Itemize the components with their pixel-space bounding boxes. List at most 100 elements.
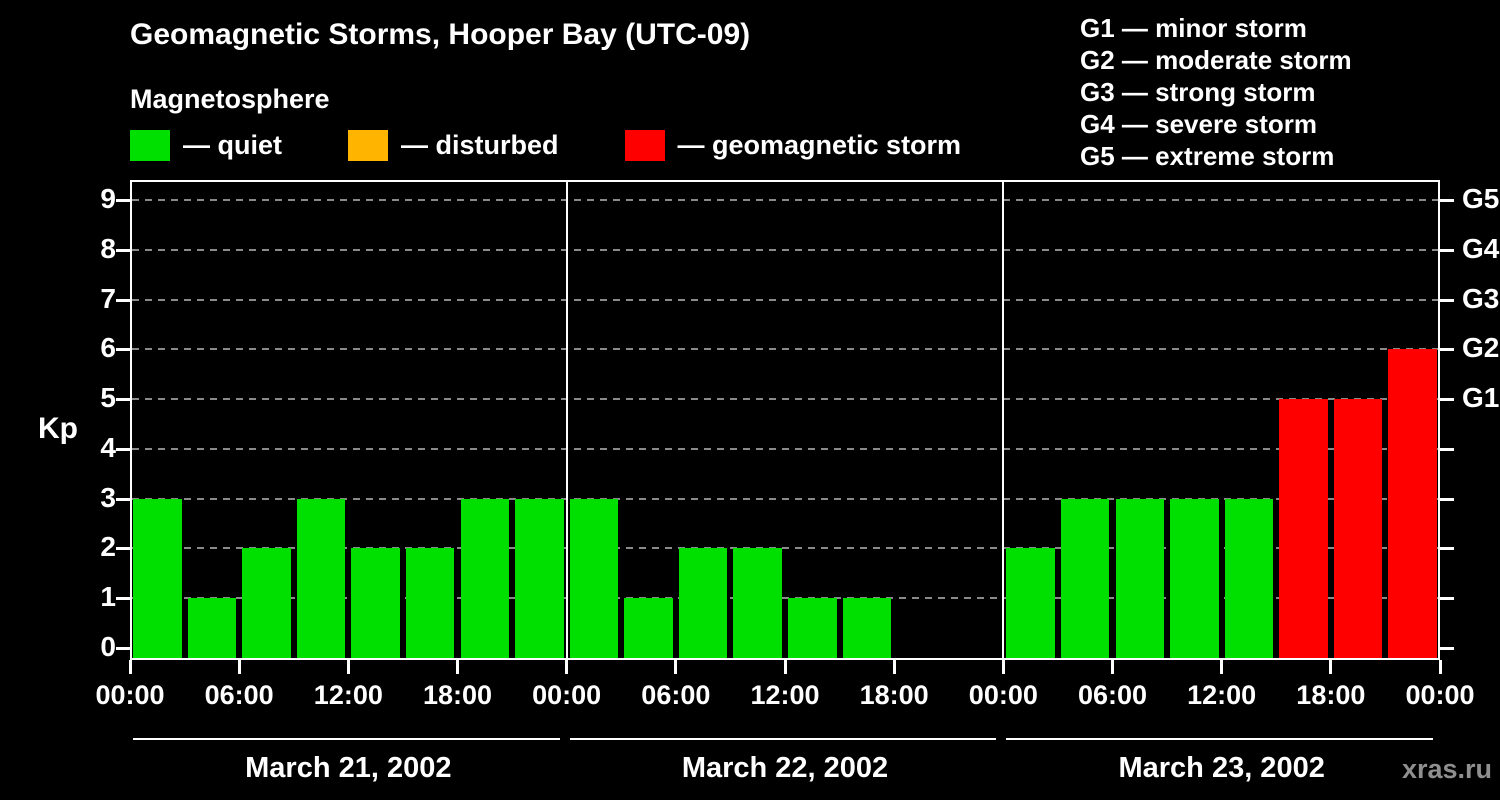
y-tick-label: 5: [100, 382, 116, 414]
kp-bar: [1006, 548, 1055, 660]
x-tick-label: 12:00: [750, 680, 820, 710]
x-tick-label: 06:00: [204, 680, 274, 710]
x-tick-label: 12:00: [1187, 680, 1257, 710]
kp-bar: [624, 598, 673, 660]
y-tick-label: 4: [100, 431, 116, 463]
x-tick-label: 18:00: [1296, 680, 1366, 710]
kp-bar: [1060, 498, 1110, 660]
g-scale-label: G5: [1462, 182, 1500, 214]
kp-bar: [1388, 349, 1437, 660]
x-tick-label: 06:00: [1077, 680, 1148, 710]
kp-bar: [460, 498, 510, 660]
kp-bar: [242, 548, 291, 660]
x-axis-tick: [783, 660, 787, 674]
legend-item-label: — geomagnetic storm: [677, 130, 962, 160]
chart-title: Geomagnetic Storms, Hooper Bay (UTC-09): [130, 18, 751, 51]
right-axis-tick: [1440, 248, 1454, 252]
kp-bar: [788, 598, 837, 660]
kp-bar: [405, 548, 455, 660]
x-tick-label: 18:00: [859, 680, 929, 710]
storm-scale-line: G3 — strong storm: [1080, 77, 1316, 107]
kp-bar: [187, 598, 237, 660]
x-tick-label: 00:00: [95, 680, 165, 710]
right-axis-tick: [1440, 547, 1454, 551]
x-axis-tick: [456, 660, 459, 674]
x-axis-tick: [1001, 660, 1005, 674]
kp-bar: [1170, 498, 1219, 660]
storm-scale-line: G1 — minor storm: [1080, 13, 1307, 43]
storm-scale-legend: G1 — minor storm G2 — moderate storm G3 — …: [1080, 12, 1352, 172]
kp-bar: [678, 548, 728, 660]
x-axis-tick: [346, 660, 350, 674]
kp-bar: [1115, 498, 1165, 660]
y-axis-tick: [116, 398, 130, 402]
g-scale-label: G1: [1462, 382, 1500, 414]
x-axis-tick: [128, 660, 132, 674]
kp-bar: [569, 498, 619, 660]
right-axis-tick: [1440, 398, 1454, 402]
day-separator: [1002, 180, 1005, 660]
kp-bar: [515, 498, 564, 660]
y-axis-tick: [116, 248, 130, 252]
x-tick-label: 18:00: [422, 680, 493, 710]
legend-item-storm: — geomagnetic storm: [624, 130, 962, 161]
watermark: xras.ru: [1401, 754, 1492, 784]
gridline: [132, 298, 1438, 301]
legend-item-disturbed: — disturbed: [348, 130, 559, 161]
x-axis-tick: [1220, 660, 1224, 674]
y-axis-tick: [116, 348, 130, 352]
storm-scale-line: G5 — extreme storm: [1080, 141, 1335, 171]
x-tick-label: 00:00: [532, 680, 602, 710]
legend-heading: Magnetosphere: [130, 84, 330, 114]
right-axis-tick: [1440, 647, 1454, 650]
date-underline: [1006, 738, 1433, 740]
y-tick-label: 2: [100, 531, 116, 563]
gridline: [132, 597, 1438, 600]
kp-bar: [733, 548, 782, 660]
y-tick-label: 6: [100, 332, 116, 364]
right-axis-tick: [1440, 597, 1454, 601]
right-axis-tick: [1440, 447, 1454, 451]
x-axis-tick: [565, 660, 569, 674]
quiet-swatch: [130, 130, 170, 161]
y-tick-label: 8: [100, 232, 116, 264]
plot-frame: [130, 180, 1440, 660]
y-tick-label: 3: [100, 481, 116, 513]
y-tick-label: 9: [100, 182, 116, 214]
y-axis-tick: [116, 447, 130, 451]
x-tick-label: 06:00: [641, 680, 711, 710]
right-axis-tick: [1440, 497, 1454, 501]
gridline: [132, 248, 1438, 251]
kp-bar: [1333, 399, 1383, 660]
legend-item-label: — quiet: [183, 130, 282, 160]
kp-bar: [296, 498, 346, 660]
y-tick-label: 0: [100, 631, 116, 662]
storm-scale-line: G4 — severe storm: [1080, 109, 1318, 139]
x-axis-tick: [1111, 660, 1114, 674]
g-scale-label: G4: [1462, 232, 1500, 264]
x-axis-tick: [892, 660, 896, 674]
x-tick-label: 00:00: [1405, 680, 1475, 710]
y-axis-tick: [116, 647, 130, 650]
kp-bar: [1224, 498, 1274, 660]
date-label: March 21, 2002: [245, 752, 452, 784]
x-axis-tick: [1438, 660, 1442, 674]
gridline: [132, 398, 1438, 401]
x-tick-label: 00:00: [968, 680, 1038, 710]
right-axis-tick: [1440, 198, 1454, 202]
date-underline: [133, 738, 560, 740]
gridline: [132, 547, 1438, 550]
y-axis-tick: [116, 298, 130, 302]
kp-bar: [133, 498, 182, 660]
kp-bar: [842, 598, 892, 660]
kp-bar: [351, 548, 400, 660]
legend-item-quiet: — quiet: [130, 130, 282, 161]
g-scale-label: G2: [1462, 332, 1500, 364]
date-label: March 22, 2002: [681, 752, 889, 784]
legend-item-label: — disturbed: [401, 130, 559, 160]
y-axis-title: Kp: [38, 412, 78, 445]
y-axis-tick: [116, 198, 130, 202]
right-axis-tick: [1440, 348, 1454, 352]
